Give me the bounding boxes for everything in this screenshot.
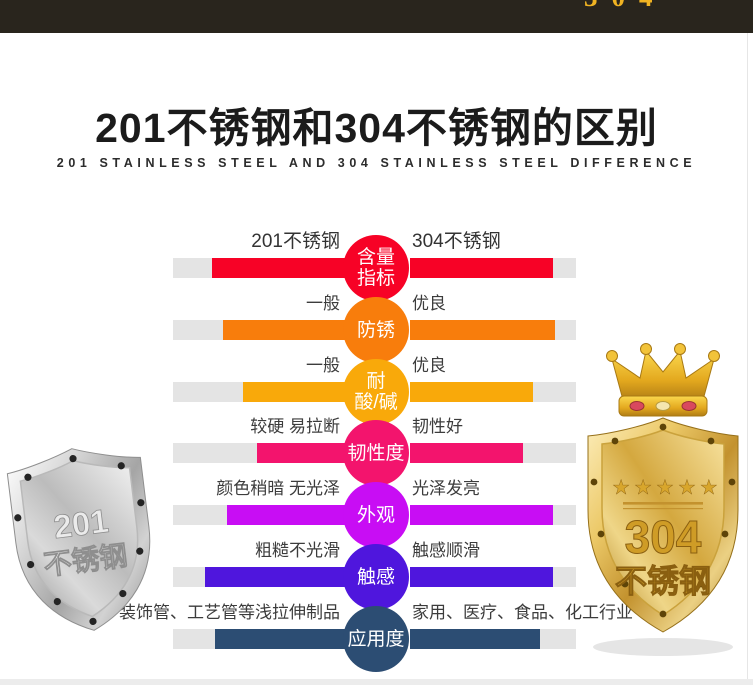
bar-201: [227, 505, 345, 525]
metric-label-line2: 指标: [356, 268, 395, 289]
bar-201: [205, 567, 345, 587]
bar-304: [410, 382, 533, 402]
bottom-gray-strip: [0, 679, 753, 685]
right-edge-hairline: [747, 33, 748, 679]
metric-label: 防锈: [356, 319, 395, 341]
badge-304-text: 不锈钢: [615, 563, 711, 599]
right-value-label: 家用、医疗、食品、化工行业: [412, 603, 633, 622]
metric-label: 触感: [356, 566, 395, 588]
right-value-label: 优良: [412, 356, 446, 375]
left-value-label: 较硬 易拉断: [250, 417, 340, 436]
clipped-gold-text: 304: [584, 0, 667, 13]
bar-201: [215, 629, 345, 649]
metric-badge: 韧性度: [343, 420, 409, 486]
left-value-label: 装饰管、工艺管等浅拉伸制品: [119, 603, 340, 622]
bar-304: [410, 443, 523, 463]
right-value-label: 优良: [412, 294, 446, 313]
metric-badge: 含量 指标: [343, 235, 409, 301]
page-subtitle: 201 STAINLESS STEEL AND 304 STAINLESS ST…: [56, 156, 697, 170]
metric-badge: 触感: [343, 544, 409, 610]
bar-304: [410, 629, 540, 649]
compare-row-application: 装饰管、工艺管等浅拉伸制品 家用、医疗、食品、化工行业 应用度: [119, 603, 633, 672]
compare-row-content: 201不锈钢 304不锈钢 含量 指标: [173, 231, 576, 301]
bar-304: [410, 567, 553, 587]
metric-badge: 应用度: [343, 606, 409, 672]
left-value-label: 粗糙不光滑: [255, 541, 340, 560]
right-value-label: 触感顺滑: [412, 541, 480, 560]
left-value-label: 一般: [306, 294, 340, 313]
right-value-label: 韧性好: [412, 417, 463, 436]
compare-row-appearance: 颜色稍暗 无光泽 光泽发亮 外观: [173, 479, 576, 548]
bar-201: [257, 443, 345, 463]
metric-label: 外观: [356, 504, 395, 526]
compare-row-touch: 粗糙不光滑 触感顺滑 触感: [173, 541, 576, 610]
compare-row-acid-alkali: 一般 优良 耐 酸/碱: [173, 356, 576, 425]
metric-label-line2: 酸/碱: [354, 392, 398, 413]
silver-shield-icon: 201 不锈钢: [6, 448, 151, 631]
top-dark-bar: 304: [0, 0, 753, 33]
bar-304: [410, 258, 553, 278]
metric-badge: 防锈: [343, 297, 409, 363]
bar-201: [223, 320, 345, 340]
five-stars-icon: ★★★★★: [612, 477, 722, 499]
bar-201: [243, 382, 345, 402]
left-value-label: 颜色稍暗 无光泽: [216, 479, 340, 498]
gold-crown-shield-icon: ★★★★★ 304 不锈钢: [587, 343, 739, 656]
metric-label: 含量: [356, 247, 395, 268]
gold-shield-badge-304: ★★★★★ 304 不锈钢: [577, 342, 749, 672]
compare-row-rustproof: 一般 优良 防锈: [173, 294, 576, 363]
metric-label: 应用度: [347, 628, 405, 650]
metric-label: 耐: [366, 371, 386, 392]
crown-icon: [606, 343, 720, 417]
badge-304-number: 304: [625, 511, 702, 563]
bar-304: [410, 505, 553, 525]
left-value-label: 一般: [306, 356, 340, 375]
left-column-header: 201不锈钢: [251, 231, 340, 252]
metric-badge: 耐 酸/碱: [343, 359, 409, 425]
badge-201-number: 201: [51, 502, 110, 545]
page-title: 201不锈钢和304不锈钢的区别: [95, 105, 658, 151]
metric-label: 韧性度: [347, 442, 405, 464]
compare-row-toughness: 较硬 易拉断 韧性好 韧性度: [173, 417, 576, 486]
silver-shield-badge-201: 201 不锈钢: [2, 438, 164, 643]
bar-201: [212, 258, 345, 278]
metric-badge: 外观: [343, 482, 409, 548]
right-column-header: 304不锈钢: [412, 231, 501, 252]
bar-304: [410, 320, 555, 340]
right-value-label: 光泽发亮: [412, 479, 480, 498]
